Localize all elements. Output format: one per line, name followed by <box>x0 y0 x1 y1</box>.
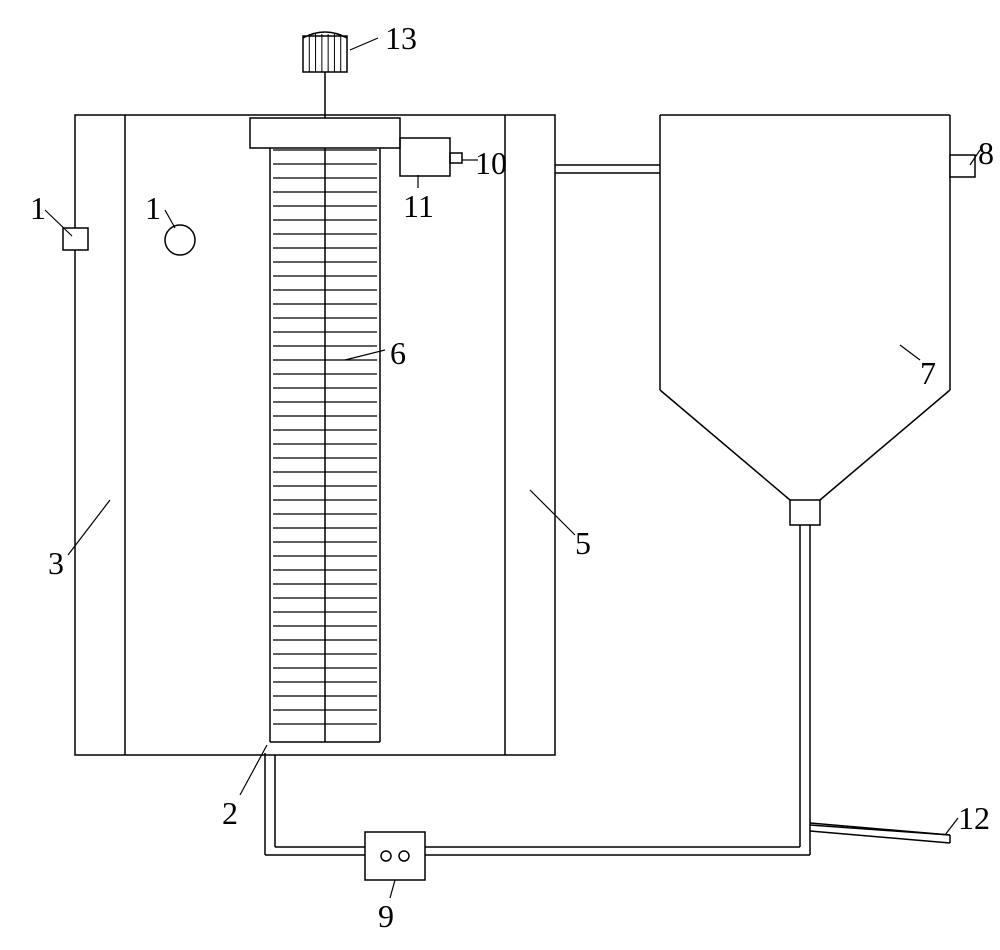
label-11: 11 <box>403 188 434 225</box>
label-1b: 1 <box>145 190 161 227</box>
label-3: 3 <box>48 545 64 582</box>
label-13: 13 <box>385 20 417 57</box>
label-9: 9 <box>378 898 394 935</box>
label-1a: 1 <box>30 190 46 227</box>
label-6: 6 <box>390 335 406 372</box>
label-2: 2 <box>222 795 238 832</box>
label-5: 5 <box>575 525 591 562</box>
label-8: 8 <box>978 135 994 172</box>
technical-diagram <box>0 0 1000 950</box>
label-7: 7 <box>920 355 936 392</box>
label-10: 10 <box>475 145 507 182</box>
label-12: 12 <box>958 800 990 837</box>
